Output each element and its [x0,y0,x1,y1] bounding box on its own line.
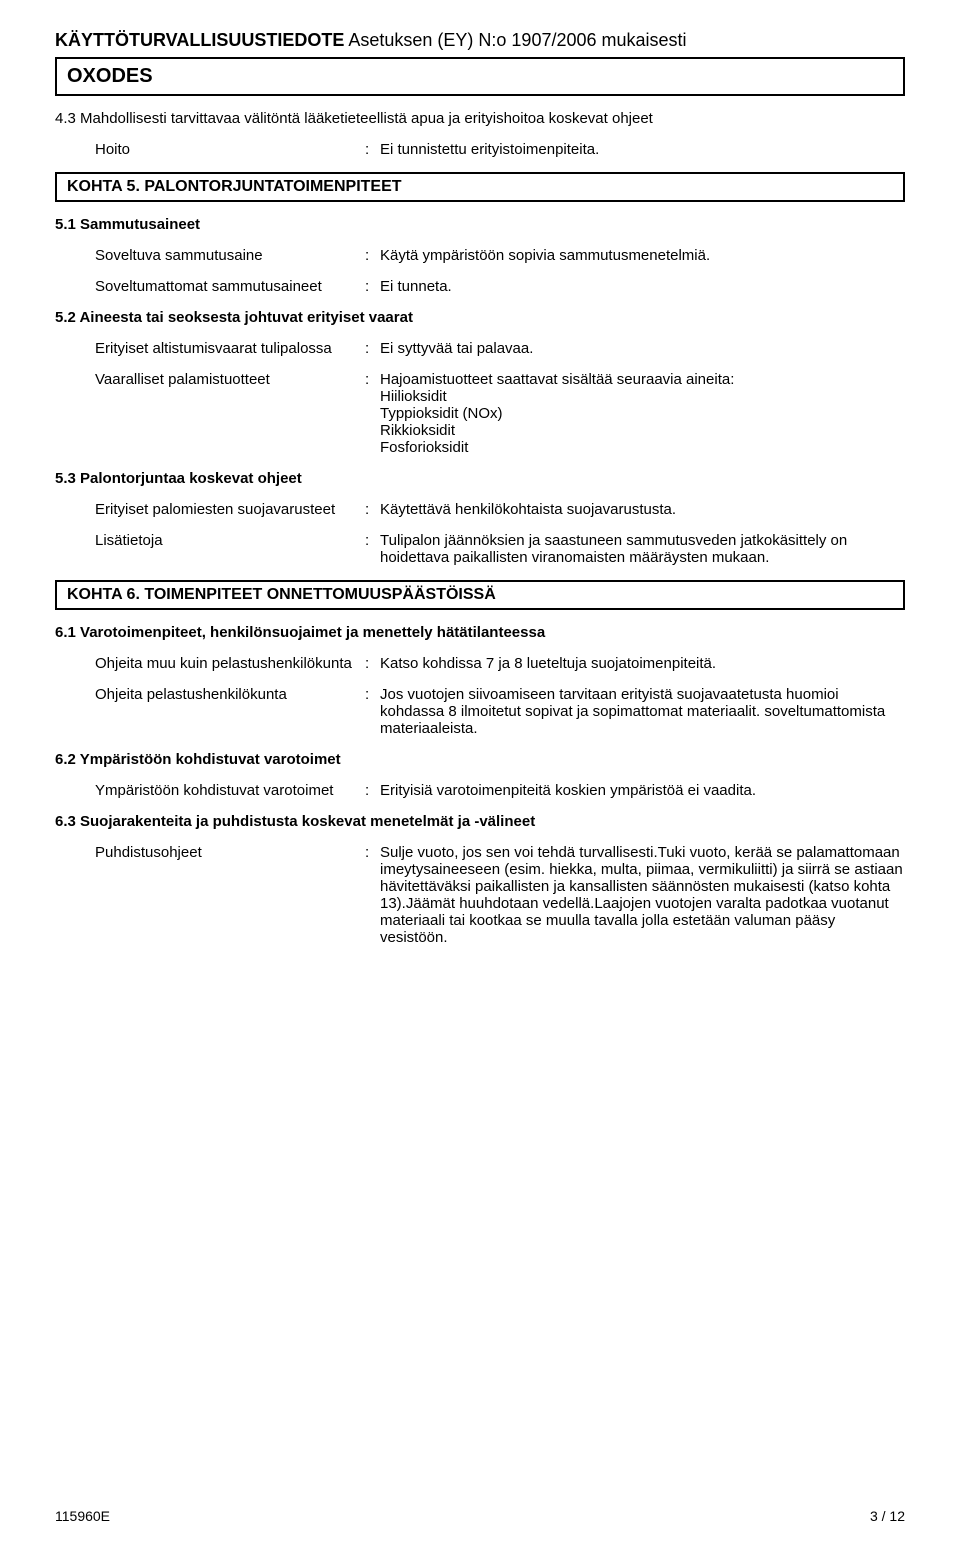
haz-item: Typpioksidit (NOx) [380,405,905,422]
footer-doc-id: 115960E [55,1508,110,1524]
doc-title-rest: Asetuksen (EY) N:o 1907/2006 mukaisesti [348,30,686,50]
page: KÄYTTÖTURVALLISUUSTIEDOTE Asetuksen (EY)… [0,0,960,1546]
haz-label: Vaaralliset palamistuotteet [95,371,365,456]
clean-value: Sulje vuoto, jos sen voi tehdä turvallis… [380,844,905,946]
non-label: Ohjeita muu kuin pelastushenkilökunta [95,655,365,672]
kv-more-info: Lisätietoja : Tulipalon jäännöksien ja s… [95,532,905,566]
kohta-5-box: KOHTA 5. PALONTORJUNTATOIMENPITEET [55,172,905,202]
kv-suitable: Soveltuva sammutusaine : Käytä ympäristö… [95,247,905,264]
footer: 115960E 3 / 12 [55,1508,905,1524]
haz-item: Fosforioksidit [380,439,905,456]
colon: : [365,532,380,566]
hoito-value: Ei tunnistettu erityistoimenpiteita. [380,141,905,158]
colon: : [365,247,380,264]
heading-4-3: 4.3 Mahdollisesti tarvittavaa välitöntä … [55,110,905,127]
colon: : [365,686,380,737]
colon: : [365,655,380,672]
kohta-6-box: KOHTA 6. TOIMENPITEET ONNETTOMUUSPÄÄSTÖI… [55,580,905,610]
unsuitable-label: Soveltumattomat sammutusaineet [95,278,365,295]
doc-title-bold: KÄYTTÖTURVALLISUUSTIEDOTE [55,30,344,50]
colon: : [365,278,380,295]
ppe-value: Käytettävä henkilökohtaista suojavarustu… [380,501,905,518]
kv-hazardous-products: Vaaralliset palamistuotteet : Hajoamistu… [95,371,905,456]
haz-item: Rikkioksidit [380,422,905,439]
exposure-value: Ei syttyvää tai palavaa. [380,340,905,357]
kv-env: Ympäristöön kohdistuvat varotoimet : Eri… [95,782,905,799]
colon: : [365,782,380,799]
unsuitable-value: Ei tunneta. [380,278,905,295]
doc-title-line: KÄYTTÖTURVALLISUUSTIEDOTE Asetuksen (EY)… [55,30,905,51]
resp-value: Jos vuotojen siivoamiseen tarvitaan erit… [380,686,905,737]
product-name-box: OXODES [55,57,905,96]
heading-5-1: 5.1 Sammutusaineet [55,216,905,233]
footer-page: 3 / 12 [870,1508,905,1524]
haz-intro: Hajoamistuotteet saattavat sisältää seur… [380,371,905,388]
kv-unsuitable: Soveltumattomat sammutusaineet : Ei tunn… [95,278,905,295]
heading-5-3: 5.3 Palontorjuntaa koskevat ohjeet [55,470,905,487]
colon: : [365,371,380,456]
more-label: Lisätietoja [95,532,365,566]
haz-value: Hajoamistuotteet saattavat sisältää seur… [380,371,905,456]
colon: : [365,340,380,357]
more-value: Tulipalon jäännöksien ja saastuneen samm… [380,532,905,566]
kohta-5-heading: KOHTA 5. PALONTORJUNTATOIMENPITEET [67,178,893,196]
env-label: Ympäristöön kohdistuvat varotoimet [95,782,365,799]
kv-ppe: Erityiset palomiesten suojavarusteet : K… [95,501,905,518]
kv-responders: Ohjeita pelastushenkilökunta : Jos vuoto… [95,686,905,737]
colon: : [365,844,380,946]
heading-6-1: 6.1 Varotoimenpiteet, henkilönsuojaimet … [55,624,905,641]
heading-6-2: 6.2 Ympäristöön kohdistuvat varotoimet [55,751,905,768]
colon: : [365,141,380,158]
clean-label: Puhdistusohjeet [95,844,365,946]
kohta-6-heading: KOHTA 6. TOIMENPITEET ONNETTOMUUSPÄÄSTÖI… [67,586,893,604]
kv-non-responders: Ohjeita muu kuin pelastushenkilökunta : … [95,655,905,672]
resp-label: Ohjeita pelastushenkilökunta [95,686,365,737]
kv-clean: Puhdistusohjeet : Sulje vuoto, jos sen v… [95,844,905,946]
env-value: Erityisiä varotoimenpiteitä koskien ympä… [380,782,905,799]
non-value: Katso kohdissa 7 ja 8 lueteltuja suojato… [380,655,905,672]
heading-5-2: 5.2 Aineesta tai seoksesta johtuvat erit… [55,309,905,326]
heading-6-3: 6.3 Suojarakenteita ja puhdistusta koske… [55,813,905,830]
hoito-label: Hoito [95,141,365,158]
suitable-value: Käytä ympäristöön sopivia sammutusmenete… [380,247,905,264]
kv-exposure: Erityiset altistumisvaarat tulipalossa :… [95,340,905,357]
haz-item: Hiilioksidit [380,388,905,405]
suitable-label: Soveltuva sammutusaine [95,247,365,264]
kv-hoito: Hoito : Ei tunnistettu erityistoimenpite… [95,141,905,158]
product-name: OXODES [67,65,893,88]
ppe-label: Erityiset palomiesten suojavarusteet [95,501,365,518]
colon: : [365,501,380,518]
exposure-label: Erityiset altistumisvaarat tulipalossa [95,340,365,357]
